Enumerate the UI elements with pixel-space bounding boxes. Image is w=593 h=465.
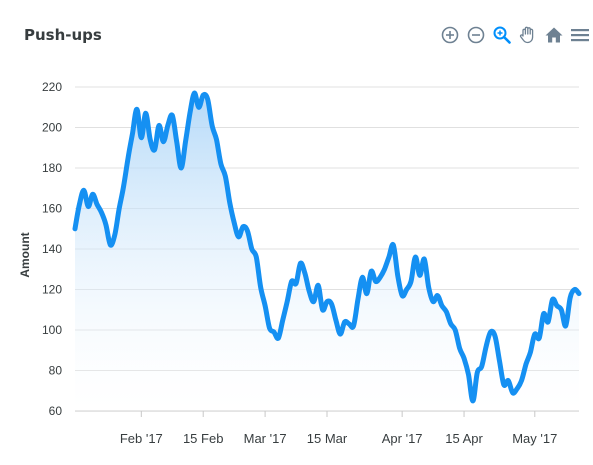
x-tick-label: May '17 [512, 431, 557, 446]
menu-button[interactable] [569, 24, 591, 46]
reset-zoom-button[interactable] [543, 24, 565, 46]
chart-title: Push-ups [24, 26, 102, 44]
x-tick-label: Apr '17 [382, 431, 423, 446]
y-tick-label: 220 [42, 80, 62, 94]
zoom-in-icon [441, 26, 459, 44]
y-axis-title: Amount [18, 232, 32, 277]
zoom-in-button[interactable] [439, 24, 461, 46]
zoom-out-icon [467, 26, 485, 44]
magnifier-icon [493, 26, 511, 44]
x-tick-label: Mar '17 [244, 431, 287, 446]
x-tick-label: Feb '17 [120, 431, 163, 446]
y-tick-label: 140 [42, 242, 62, 256]
hand-icon [519, 26, 534, 44]
pan-button[interactable] [517, 24, 539, 46]
chart-toolbar [439, 24, 593, 46]
zoom-out-button[interactable] [465, 24, 487, 46]
selection-zoom-button[interactable] [491, 24, 513, 46]
y-tick-label: 100 [42, 323, 62, 337]
x-tick-label: 15 Apr [445, 431, 483, 446]
y-tick-label: 160 [42, 202, 62, 216]
x-tick-label: 15 Feb [183, 431, 223, 446]
hamburger-icon [571, 29, 589, 42]
series-area-fill [75, 93, 579, 412]
series-line [72, 90, 582, 404]
y-tick-label: 180 [42, 161, 62, 175]
y-tick-label: 200 [42, 121, 62, 135]
y-tick-label: 60 [49, 404, 63, 418]
x-tick-label: 15 Mar [307, 431, 348, 446]
y-tick-label: 120 [42, 283, 62, 297]
home-icon [545, 27, 563, 43]
y-tick-label: 80 [49, 364, 63, 378]
